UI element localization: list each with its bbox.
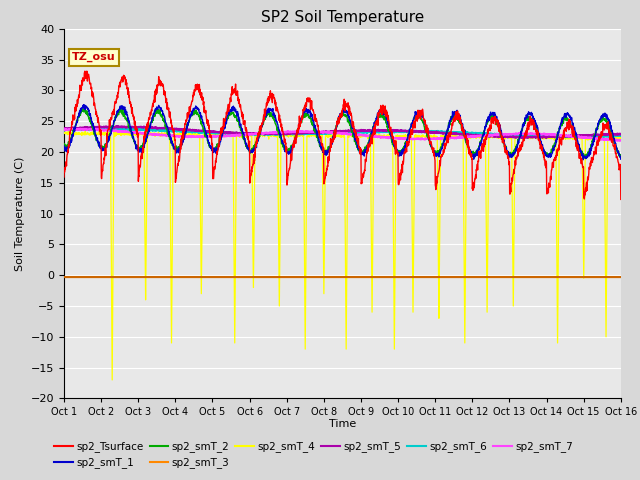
Text: TZ_osu: TZ_osu bbox=[72, 52, 116, 62]
X-axis label: Time: Time bbox=[329, 419, 356, 429]
Legend: sp2_Tsurface, sp2_smT_1, sp2_smT_2, sp2_smT_3, sp2_smT_4, sp2_smT_5, sp2_smT_6, : sp2_Tsurface, sp2_smT_1, sp2_smT_2, sp2_… bbox=[50, 437, 577, 472]
Y-axis label: Soil Temperature (C): Soil Temperature (C) bbox=[15, 156, 25, 271]
Title: SP2 Soil Temperature: SP2 Soil Temperature bbox=[260, 10, 424, 25]
